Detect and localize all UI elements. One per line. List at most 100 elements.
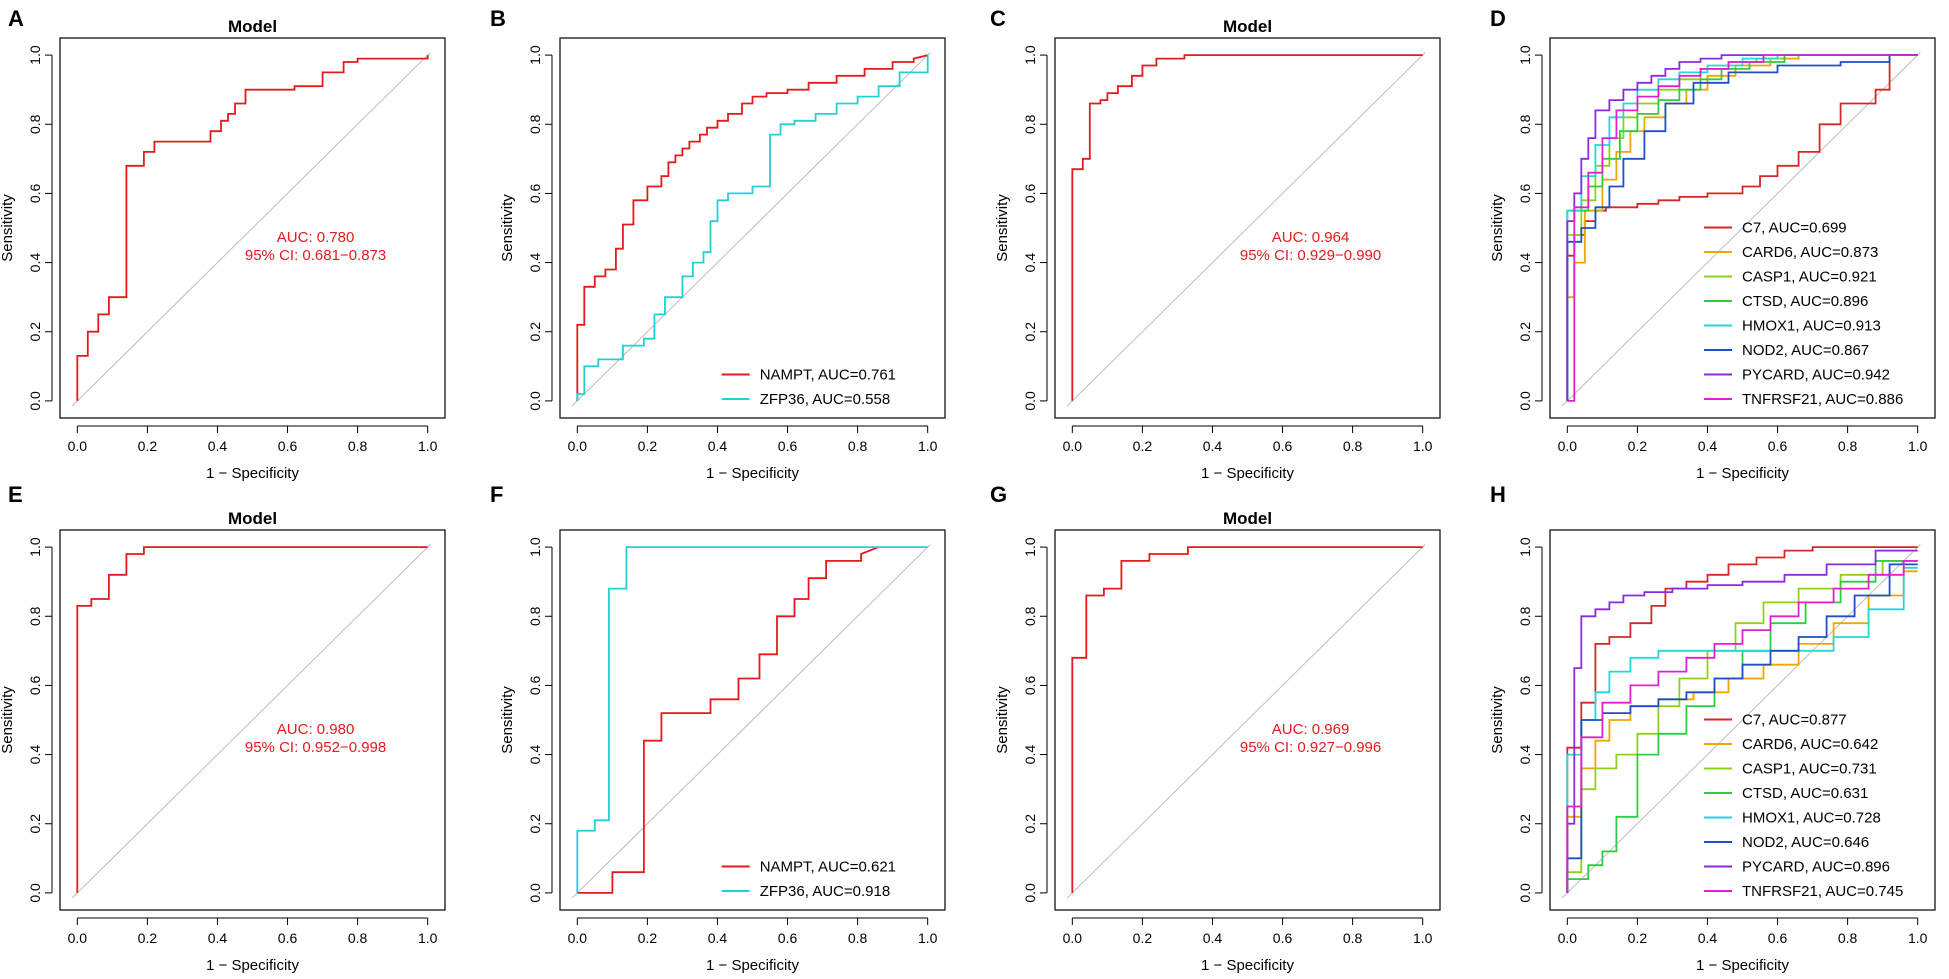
roc-curve-nod2 — [1566, 54, 1918, 401]
legend-label: HMOX1, AUC=0.913 — [1742, 318, 1881, 335]
x-tick-label: 0.2 — [638, 438, 658, 454]
y-tick-label: 1.0 — [1022, 45, 1038, 65]
chart-title: Model — [228, 17, 277, 36]
legend-label: C7, AUC=0.877 — [1742, 712, 1847, 729]
y-axis-label: Sensitivity — [0, 686, 16, 754]
legend-label: CTSD, AUC=0.631 — [1742, 785, 1868, 802]
chart-title: Model — [1223, 17, 1272, 36]
x-tick-label: 0.0 — [1558, 438, 1578, 454]
plot-frame — [559, 529, 946, 911]
y-tick-label: 0.8 — [27, 606, 43, 626]
roc-curve-tnfrsf21 — [1567, 54, 1918, 402]
reference-diagonal — [1066, 52, 1426, 407]
y-tick-label: 0.4 — [1022, 745, 1038, 765]
reference-diagonal — [571, 52, 931, 407]
x-tick-label: 0.0 — [68, 438, 88, 454]
x-tick-label: 0.8 — [1838, 438, 1858, 454]
x-axis-label: 1 − Specificity — [1201, 957, 1294, 974]
y-tick-label: 0.8 — [1517, 606, 1533, 626]
x-tick-label: 1.0 — [1413, 930, 1433, 946]
legend-label: TNFRSF21, AUC=0.745 — [1742, 883, 1903, 900]
y-tick-label: 0.4 — [27, 253, 43, 273]
y-tick-label: 0.0 — [527, 391, 543, 411]
y-tick-label: 1.0 — [27, 45, 43, 65]
x-tick-label: 0.4 — [708, 930, 728, 946]
y-tick-label: 1.0 — [1022, 537, 1038, 557]
y-tick-label: 0.0 — [1517, 883, 1533, 903]
auc-label: AUC: 0.780 — [277, 229, 355, 246]
y-tick-label: 0.4 — [1517, 253, 1533, 273]
x-tick-label: 1.0 — [418, 438, 438, 454]
roc-curve-card6 — [1566, 54, 1918, 401]
y-tick-label: 0.0 — [27, 883, 43, 903]
y-tick-label: 0.4 — [1022, 253, 1038, 273]
legend-label: NOD2, AUC=0.646 — [1742, 834, 1869, 851]
y-tick-label: 0.6 — [527, 675, 543, 695]
y-tick-label: 1.0 — [27, 537, 43, 557]
legend-label: ZFP36, AUC=0.918 — [760, 883, 891, 900]
roc-curve-nampt — [576, 54, 928, 401]
panel-b: B 0.0 0.2 0.4 0.6 0.8 1.0 1 − Specificity 0.0 0.2… — [490, 6, 946, 482]
x-tick-label: 1.0 — [918, 438, 938, 454]
y-axis-label: Sensitivity — [994, 686, 1011, 754]
x-axis: 0.0 0.2 0.4 0.6 0.8 1.0 — [1063, 917, 1433, 946]
y-axis-label: Sensitivity — [1489, 686, 1506, 754]
x-tick-label: 1.0 — [1413, 438, 1433, 454]
roc-curve-c7 — [1566, 54, 1918, 401]
ci-label: 95% CI: 0.927−0.996 — [1240, 739, 1381, 756]
roc-curve-casp1 — [1566, 560, 1918, 893]
x-axis-label: 1 − Specificity — [1696, 465, 1789, 482]
y-axis: 0.0 0.2 0.4 0.6 0.8 1.0 — [1517, 537, 1543, 903]
legend-label: C7, AUC=0.699 — [1742, 220, 1847, 237]
y-tick-label: 0.8 — [27, 114, 43, 134]
x-tick-label: 1.0 — [418, 930, 438, 946]
y-tick-label: 0.4 — [527, 253, 543, 273]
y-tick-label: 0.4 — [1517, 745, 1533, 765]
x-tick-label: 0.6 — [778, 930, 798, 946]
legend: NAMPT, AUC=0.761 ZFP36, AUC=0.558 — [721, 367, 896, 408]
plot-frame — [59, 37, 446, 419]
y-axis: 0.0 0.2 0.4 0.6 0.8 1.0 — [527, 537, 553, 903]
y-tick-label: 1.0 — [527, 537, 543, 557]
roc-curve-zfp36 — [576, 546, 928, 893]
y-tick-label: 0.0 — [1517, 391, 1533, 411]
panel-letter: E — [8, 482, 23, 507]
roc-curve-ctsd — [1566, 54, 1918, 401]
y-axis-label: Sensitivity — [994, 194, 1011, 262]
y-tick-label: 0.0 — [1022, 391, 1038, 411]
y-tick-label: 0.6 — [1517, 675, 1533, 695]
y-axis: 0.0 0.2 0.4 0.6 0.8 1.0 — [527, 45, 553, 411]
x-tick-label: 0.2 — [1133, 438, 1153, 454]
y-tick-label: 1.0 — [527, 45, 543, 65]
x-tick-label: 0.6 — [1768, 438, 1788, 454]
x-tick-label: 0.8 — [1343, 438, 1363, 454]
x-axis: 0.0 0.2 0.4 0.6 0.8 1.0 — [568, 917, 938, 946]
roc-curve-nampt — [577, 546, 879, 894]
legend-label: NOD2, AUC=0.867 — [1742, 342, 1869, 359]
y-axis: 0.0 0.2 0.4 0.6 0.8 1.0 — [1022, 45, 1048, 411]
y-axis: 0.0 0.2 0.4 0.6 0.8 1.0 — [27, 537, 53, 903]
x-tick-label: 0.2 — [1133, 930, 1153, 946]
x-tick-label: 0.8 — [1838, 930, 1858, 946]
roc-curve-model — [76, 55, 429, 401]
x-axis: 0.0 0.2 0.4 0.6 0.8 1.0 — [568, 425, 938, 454]
y-tick-label: 0.8 — [527, 606, 543, 626]
y-tick-label: 0.2 — [1517, 322, 1533, 342]
x-tick-label: 0.0 — [568, 930, 588, 946]
y-tick-label: 0.2 — [1022, 322, 1038, 342]
roc-curve-zfp36 — [576, 55, 929, 401]
ci-label: 95% CI: 0.952−0.998 — [245, 739, 386, 756]
legend-label: CASP1, AUC=0.731 — [1742, 761, 1877, 778]
legend: C7, AUC=0.699 CARD6, AUC=0.873 CASP1, AUC=… — [1704, 220, 1903, 408]
x-axis: 0.0 0.2 0.4 0.6 0.8 1.0 — [68, 917, 438, 946]
panel-letter: H — [1490, 482, 1506, 507]
panel-letter: A — [8, 6, 24, 31]
x-tick-label: 0.6 — [278, 930, 298, 946]
x-tick-label: 0.6 — [1273, 438, 1293, 454]
y-tick-label: 0.0 — [527, 883, 543, 903]
x-tick-label: 0.2 — [1628, 438, 1648, 454]
x-tick-label: 0.8 — [848, 438, 868, 454]
y-tick-label: 1.0 — [1517, 45, 1533, 65]
x-axis: 0.0 0.2 0.4 0.6 0.8 1.0 — [1558, 425, 1928, 454]
x-tick-label: 0.0 — [1558, 930, 1578, 946]
